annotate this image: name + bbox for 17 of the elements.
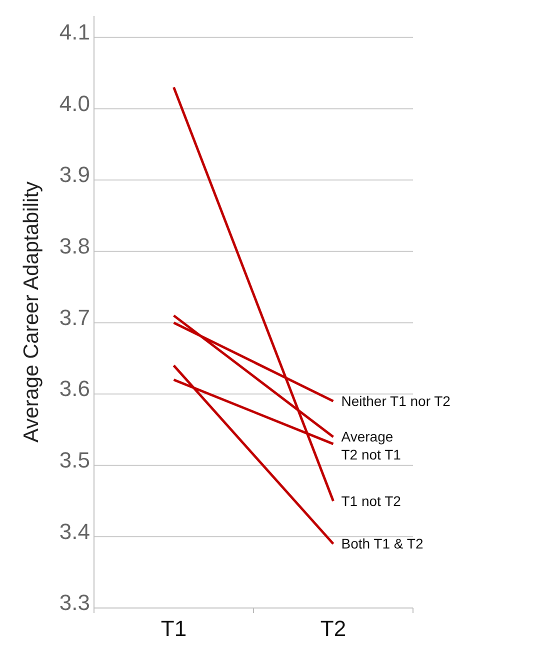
y-axis-title: Average Career Adaptability [20, 180, 43, 443]
series-label: T1 not T2 [341, 492, 402, 509]
y-tick-label: 3.9 [59, 162, 90, 188]
y-tick-label: 3.7 [59, 304, 90, 330]
series-label: Neither T1 nor T2 [341, 393, 451, 410]
x-tick-label: T1 [160, 616, 187, 641]
y-tick-label: 4.0 [59, 90, 90, 116]
y-tick-label: 3.4 [59, 518, 90, 544]
y-tick-label: 3.3 [59, 590, 90, 616]
y-tick-label: 3.6 [59, 376, 90, 402]
series-label: T2 not T1 [341, 446, 402, 463]
series-label: Average [341, 428, 394, 445]
y-tick-label: 3.5 [59, 448, 90, 473]
y-tick-label: 3.8 [59, 234, 90, 259]
x-tick-label: T2 [320, 616, 346, 641]
series-label: Both T1 & T2 [341, 536, 424, 552]
y-tick-label: 4.1 [59, 20, 90, 45]
